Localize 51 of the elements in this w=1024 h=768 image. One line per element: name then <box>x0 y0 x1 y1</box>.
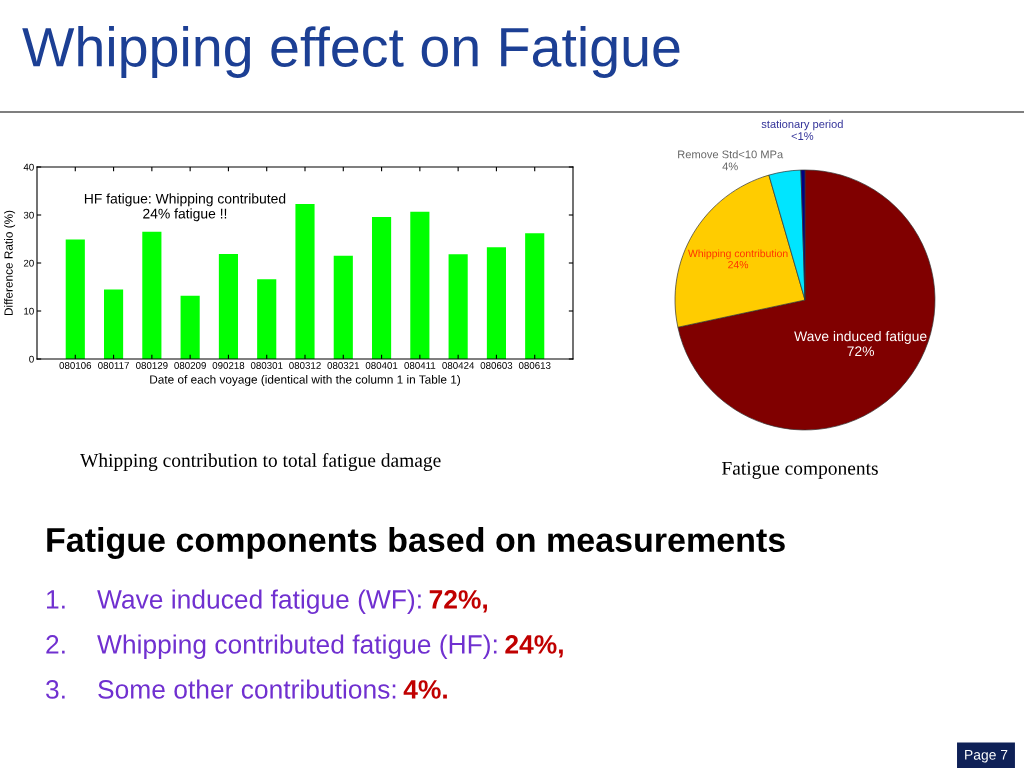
x-tick-label: 080209 <box>174 362 206 369</box>
data-label: 72% <box>847 346 875 357</box>
x-tick-label: 080129 <box>136 362 168 369</box>
bar <box>448 254 468 359</box>
y-tick-label: 20 <box>23 259 34 267</box>
data-label: <1% <box>791 132 814 140</box>
text: 1. Wave induced fatigue (WF): 72%, <box>47 589 487 614</box>
bar <box>486 247 506 359</box>
x-tick-label: 080613 <box>518 362 551 369</box>
x-tick-label: 080321 <box>327 362 360 369</box>
x-tick-label: 080106 <box>59 362 92 369</box>
text: Page 7 <box>965 750 1008 763</box>
y-tick-label: 10 <box>24 307 34 315</box>
bar <box>180 295 200 359</box>
bar <box>65 239 85 359</box>
x-tick-label: 080401 <box>365 362 398 369</box>
bar <box>104 289 124 359</box>
x-tick-label: 080301 <box>250 362 283 369</box>
text: 2. Whipping contributed fatigue (HF): 24%, <box>46 634 563 659</box>
x-tick-label: 080424 <box>442 362 475 369</box>
y-tick-label: 30 <box>23 211 34 219</box>
slice-label: stationary period <box>761 119 843 131</box>
x-tick-label: 090218 <box>212 362 245 369</box>
x-tick-label: 080411 <box>404 362 436 369</box>
x-tick-label: 080312 <box>289 362 321 369</box>
text: Whipping contribution to total fatigue damage <box>80 453 441 471</box>
y-axis-title: Difference Ratio (%) <box>4 210 16 316</box>
slice-label: Whipping contribution <box>688 249 788 260</box>
text: Whipping effect on Fatigue <box>22 26 680 78</box>
bar <box>257 279 277 359</box>
annotation: HF fatigue: Whipping contributed 24% fatigue !! <box>84 193 286 222</box>
bar <box>410 211 430 359</box>
bar <box>333 255 353 359</box>
text: Fatigue components based on measurements <box>47 527 785 559</box>
text: Fatigue components <box>721 461 878 479</box>
pie-slice <box>677 169 936 431</box>
x-tick-label: 080117 <box>98 362 129 369</box>
bar <box>525 233 545 359</box>
bar <box>142 231 162 359</box>
slice-label: Wave induced fatigue <box>794 331 927 344</box>
text: 3. Some other contributions: 4%. <box>46 679 447 699</box>
bar <box>295 203 315 359</box>
slice-label: Remove Std<10 MPa <box>678 150 784 159</box>
data-label: 24% <box>728 260 749 269</box>
x-tick-label: 080603 <box>480 362 513 369</box>
bar <box>218 253 238 359</box>
y-tick-label: 40 <box>23 163 34 171</box>
y-tick-label: 0 <box>29 355 34 363</box>
bar <box>372 216 392 359</box>
data-label: 4% <box>722 162 738 171</box>
x-axis-title: Date of each voyage (identical with the column 1 in Table 1) <box>150 375 461 387</box>
